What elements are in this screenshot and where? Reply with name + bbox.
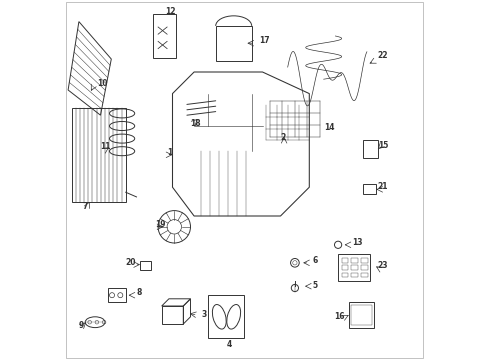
Bar: [107, 288, 125, 302]
Bar: [152, 14, 176, 58]
Text: 11: 11: [101, 143, 111, 152]
Bar: [341, 258, 347, 263]
Text: 10: 10: [97, 80, 107, 89]
Text: 14: 14: [323, 123, 333, 132]
Text: 21: 21: [377, 183, 387, 192]
Text: 2: 2: [280, 134, 285, 143]
Text: 18: 18: [190, 119, 201, 128]
Bar: [361, 265, 367, 270]
Text: 6: 6: [312, 256, 318, 265]
Bar: [351, 265, 357, 270]
Bar: [72, 108, 125, 202]
Text: 19: 19: [155, 220, 165, 229]
Text: 4: 4: [226, 341, 231, 350]
Text: 12: 12: [165, 8, 176, 17]
Text: 20: 20: [125, 258, 136, 267]
Text: 17: 17: [258, 36, 269, 45]
Bar: [361, 258, 367, 263]
Text: 22: 22: [377, 51, 387, 60]
Bar: [363, 140, 377, 158]
Text: 13: 13: [352, 238, 362, 247]
Bar: [341, 265, 347, 270]
Bar: [337, 254, 370, 281]
Bar: [351, 273, 357, 277]
Bar: [208, 295, 244, 338]
Bar: [341, 273, 347, 277]
Bar: [363, 184, 375, 194]
Bar: [351, 305, 371, 325]
Text: 1: 1: [167, 148, 172, 157]
Text: 8: 8: [136, 288, 142, 297]
Bar: [351, 258, 357, 263]
Text: 5: 5: [312, 281, 317, 290]
Text: 7: 7: [82, 202, 88, 211]
Text: 23: 23: [377, 261, 387, 270]
Bar: [361, 273, 367, 277]
Text: 9: 9: [79, 321, 84, 330]
Text: 16: 16: [334, 312, 345, 321]
Text: 15: 15: [377, 141, 387, 150]
Text: 3: 3: [201, 310, 206, 319]
Bar: [215, 26, 251, 61]
Bar: [348, 302, 373, 328]
Bar: [140, 261, 151, 270]
